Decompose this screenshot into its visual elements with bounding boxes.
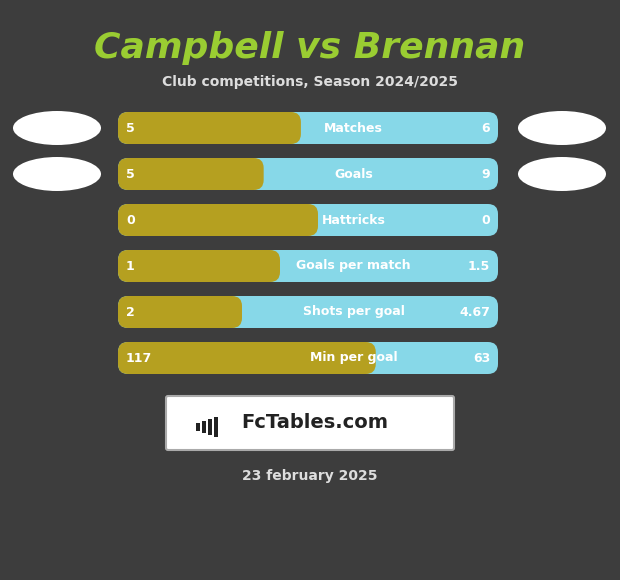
Text: Goals per match: Goals per match <box>296 259 411 273</box>
FancyBboxPatch shape <box>118 112 301 144</box>
FancyBboxPatch shape <box>118 296 498 328</box>
FancyBboxPatch shape <box>214 417 218 437</box>
FancyBboxPatch shape <box>196 423 200 431</box>
FancyBboxPatch shape <box>166 396 454 450</box>
Text: 2: 2 <box>126 306 135 318</box>
FancyBboxPatch shape <box>118 250 280 282</box>
Text: Matches: Matches <box>324 121 383 135</box>
Text: 1.5: 1.5 <box>467 259 490 273</box>
FancyBboxPatch shape <box>208 419 212 435</box>
Text: Goals: Goals <box>334 168 373 180</box>
Text: 0: 0 <box>481 213 490 227</box>
Text: 1: 1 <box>126 259 135 273</box>
Text: 23 february 2025: 23 february 2025 <box>242 469 378 483</box>
Text: 5: 5 <box>126 168 135 180</box>
FancyBboxPatch shape <box>118 158 264 190</box>
Text: 0: 0 <box>126 213 135 227</box>
FancyBboxPatch shape <box>118 204 498 236</box>
Ellipse shape <box>13 157 101 191</box>
Text: Shots per goal: Shots per goal <box>303 306 404 318</box>
FancyBboxPatch shape <box>118 158 498 190</box>
Text: 9: 9 <box>481 168 490 180</box>
Text: Club competitions, Season 2024/2025: Club competitions, Season 2024/2025 <box>162 75 458 89</box>
Ellipse shape <box>518 111 606 145</box>
Text: Campbell vs Brennan: Campbell vs Brennan <box>94 31 526 65</box>
FancyBboxPatch shape <box>202 421 206 433</box>
Text: 117: 117 <box>126 351 153 364</box>
Text: 4.67: 4.67 <box>459 306 490 318</box>
Text: 63: 63 <box>472 351 490 364</box>
Text: 6: 6 <box>481 121 490 135</box>
FancyBboxPatch shape <box>118 250 498 282</box>
Text: Min per goal: Min per goal <box>310 351 397 364</box>
FancyBboxPatch shape <box>118 342 498 374</box>
FancyBboxPatch shape <box>118 296 242 328</box>
Ellipse shape <box>518 157 606 191</box>
Ellipse shape <box>13 111 101 145</box>
FancyBboxPatch shape <box>118 204 318 236</box>
Text: Hattricks: Hattricks <box>322 213 386 227</box>
Text: FcTables.com: FcTables.com <box>241 414 388 433</box>
FancyBboxPatch shape <box>118 342 376 374</box>
Text: 5: 5 <box>126 121 135 135</box>
FancyBboxPatch shape <box>118 112 498 144</box>
